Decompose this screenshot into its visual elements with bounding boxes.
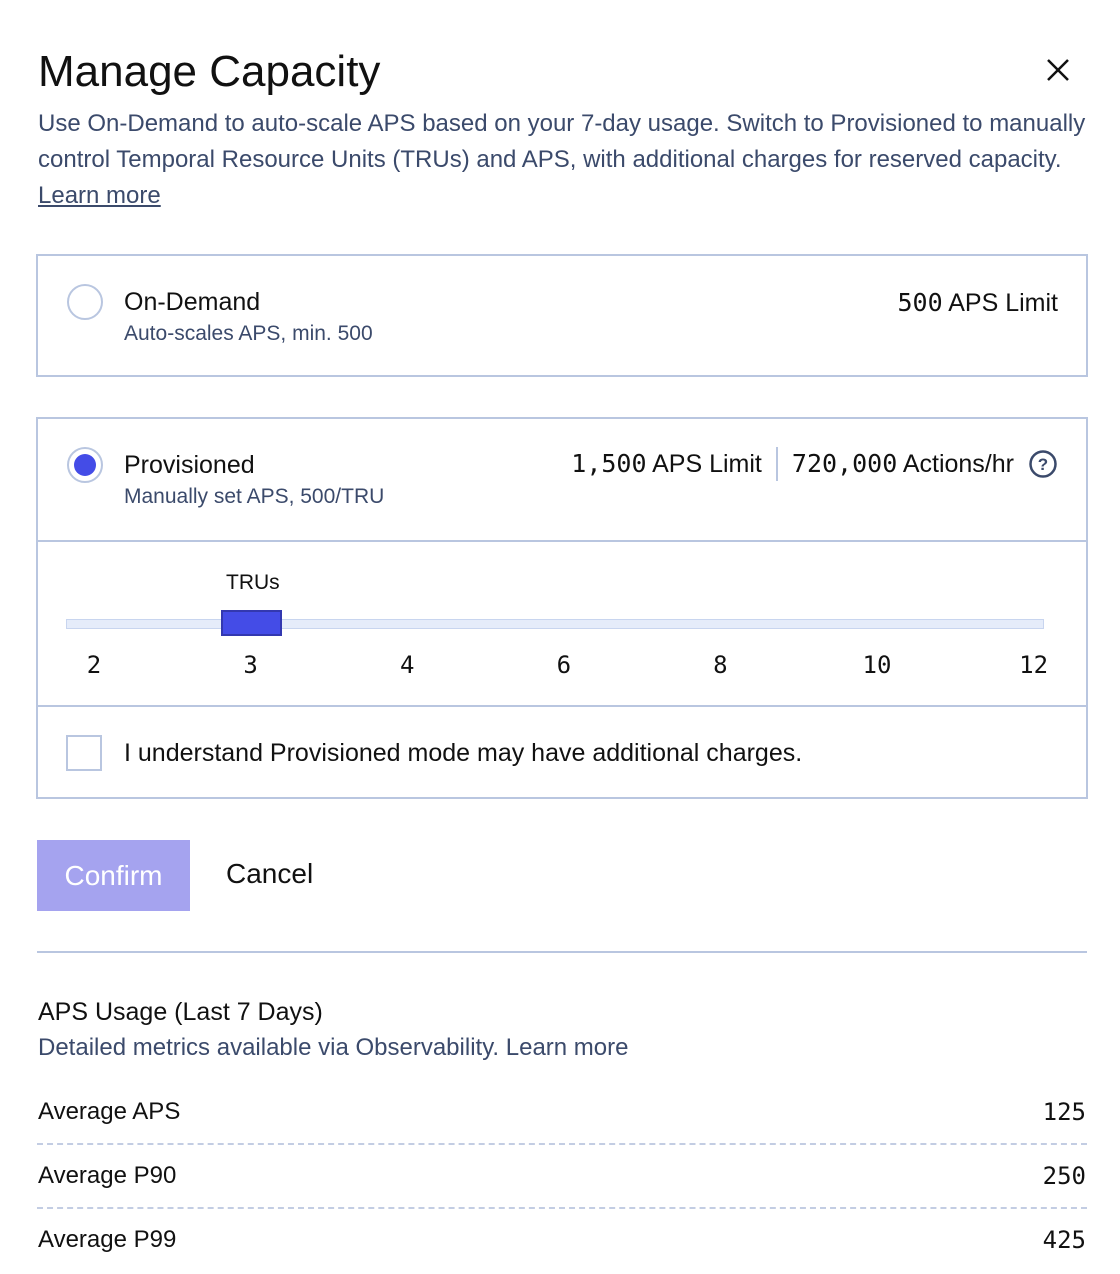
slider-label: TRUs <box>226 571 280 594</box>
row-value: 250 <box>1042 1162 1086 1190</box>
description: Use On-Demand to auto-scale APS based on… <box>38 106 1098 214</box>
provisioned-subtitle: Manually set APS, 500/TRU <box>124 485 385 508</box>
slider-tick: 2 <box>86 651 102 679</box>
row-label: Average P99 <box>38 1226 177 1253</box>
acknowledge-label[interactable]: I understand Provisioned mode may have a… <box>124 739 803 767</box>
on-demand-title: On-Demand <box>124 288 261 316</box>
divider <box>38 540 1086 542</box>
divider <box>38 705 1086 707</box>
provisioned-title: Provisioned <box>124 451 255 479</box>
acknowledge-checkbox[interactable] <box>66 735 102 771</box>
row-value: 425 <box>1042 1226 1086 1254</box>
usage-title: APS Usage (Last 7 Days) <box>38 998 323 1026</box>
limit-label: APS Limit <box>948 289 1058 317</box>
usage-row: Average P90 250 <box>38 1162 1086 1190</box>
row-value: 125 <box>1042 1098 1086 1126</box>
slider-thumb[interactable] <box>220 610 282 636</box>
limit-value: 1,500 <box>571 449 647 478</box>
slider-tick: 3 <box>243 651 258 679</box>
usage-subtitle: Detailed metrics available via Observabi… <box>38 1034 629 1061</box>
usage-row: Average APS 125 <box>38 1098 1086 1126</box>
learn-more-link[interactable]: Learn more <box>38 182 161 209</box>
divider <box>37 951 1087 953</box>
description-text: Use On-Demand to auto-scale APS based on… <box>38 110 1086 173</box>
slider-tick: 8 <box>713 651 728 679</box>
divider <box>37 1207 1087 1209</box>
divider <box>775 447 778 481</box>
actions-value: 720,000 <box>791 449 898 478</box>
divider <box>37 1143 1087 1145</box>
limit-label: APS Limit <box>652 450 762 478</box>
help-icon[interactable]: ? <box>1028 449 1058 479</box>
provisioned-radio[interactable] <box>67 447 103 483</box>
slider-tick: 12 <box>1019 651 1049 679</box>
limit-value: 500 <box>897 288 943 317</box>
on-demand-radio[interactable] <box>67 284 103 320</box>
slider-tick: 10 <box>862 651 892 679</box>
close-icon[interactable] <box>1044 56 1072 84</box>
usage-row: Average P99 425 <box>38 1226 1086 1254</box>
page-title: Manage Capacity <box>38 47 381 96</box>
on-demand-subtitle: Auto-scales APS, min. 500 <box>124 322 373 345</box>
slider-tick: 6 <box>556 651 572 679</box>
on-demand-option[interactable]: On-Demand Auto-scales APS, min. 500 500 … <box>36 254 1088 377</box>
on-demand-limit: 500 APS Limit <box>898 288 1059 318</box>
actions-label: Actions/hr <box>902 450 1014 478</box>
provisioned-option[interactable]: Provisioned Manually set APS, 500/TRU 1,… <box>36 417 1088 799</box>
provisioned-stats: 1,500 APS Limit 720,000 Actions/hr ? <box>571 447 1058 481</box>
row-label: Average APS <box>38 1098 181 1125</box>
svg-text:?: ? <box>1038 455 1048 474</box>
cancel-button[interactable]: Cancel <box>226 858 314 889</box>
row-label: Average P90 <box>38 1162 177 1189</box>
confirm-button[interactable]: Confirm <box>37 840 190 911</box>
slider-track[interactable] <box>66 619 1044 629</box>
slider-tick: 4 <box>399 651 415 679</box>
